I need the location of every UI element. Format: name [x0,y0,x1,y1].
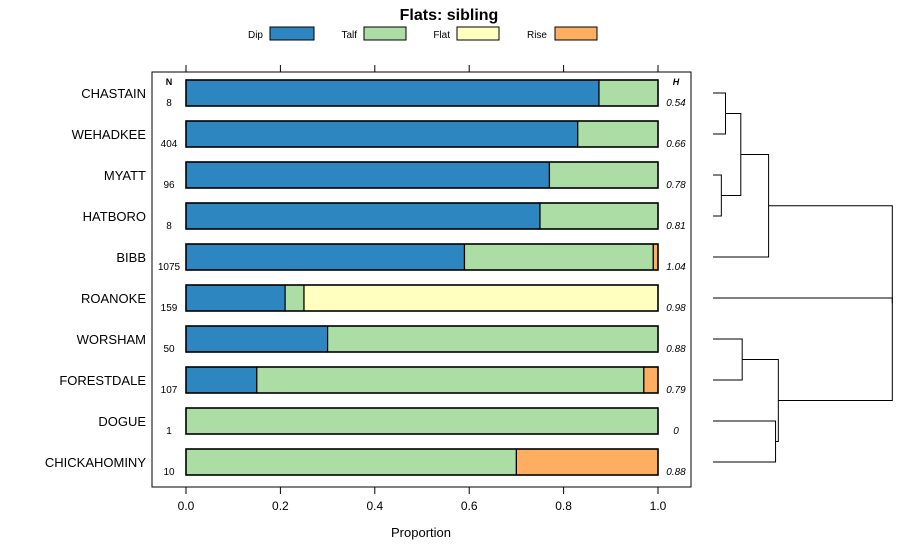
bar-outline-worsham [185,325,659,353]
n-value-bibb: 1075 [158,262,181,273]
h-column-header: H [673,77,680,87]
x-tick-label: 0.6 [461,499,478,513]
bar-outline-chickahominy [185,448,659,476]
legend-swatch-flat [456,26,500,41]
bar-outline-roanoke [185,284,659,312]
dendrogram-branch [713,297,893,304]
h-value-worsham: 0.88 [666,344,686,355]
bar-bibb-dip [185,243,466,271]
dendrogram-branch [713,338,743,381]
x-tick-label: 0.2 [272,499,289,513]
category-label-chastain: CHASTAIN [81,86,146,101]
bar-wehadkee-talf [577,120,659,148]
legend-swatch-rise [554,26,598,41]
x-tick-label: 0.8 [555,499,572,513]
legend-label-talf: Talf [341,30,357,41]
bar-worsham-dip [185,325,329,353]
bar-chastain-talf [598,79,659,107]
dendrogram-branch [713,92,727,135]
bar-dogue-talf [185,407,659,435]
n-value-worsham: 50 [163,344,175,355]
h-value-dogue: 0 [673,426,679,437]
bar-roanoke-flat [303,284,659,312]
legend-label-rise: Rise [527,30,547,41]
bar-forestdale-dip [185,366,258,394]
bars [185,79,659,476]
bar-outline-forestdale [185,366,659,394]
bar-outline-bibb [185,243,659,271]
dendrogram-branch [713,174,722,217]
h-value-chastain: 0.54 [666,98,686,109]
plot-frame [151,71,692,488]
x-axis: 0.0 0.2 0.4 0.6 0.8 1.0 [178,65,667,513]
h-value-chickahominy: 0.88 [666,467,686,478]
x-axis-title: Proportion [391,525,451,540]
n-value-roanoke: 159 [161,303,178,314]
bar-wehadkee-dip [185,120,579,148]
category-label-myatt: MYATT [104,168,146,183]
x-tick-label: 0.0 [178,499,195,513]
n-value-forestdale: 107 [161,385,178,396]
n-value-chastain: 8 [166,98,172,109]
dendrogram-branch [713,420,777,463]
bar-myatt-talf [548,161,659,189]
h-value-forestdale: 0.79 [666,385,686,396]
n-value-chickahominy: 10 [163,467,175,478]
bar-roanoke-talf [284,284,305,312]
category-label-dogue: DOGUE [98,414,146,429]
chart-title: Flats: sibling [400,7,499,24]
n-value-myatt: 96 [163,180,175,191]
n-value-hatboro: 8 [166,221,172,232]
bar-chickahominy-talf [185,448,517,476]
bar-outline-hatboro [185,202,659,230]
dendrogram [713,92,893,463]
bar-roanoke-dip [185,284,286,312]
category-label-forestdale: FORESTDALE [59,373,146,388]
category-label-hatboro: HATBORO [83,209,146,224]
dendrogram-branch [721,113,742,196]
x-tick-label: 0.4 [366,499,383,513]
h-value-myatt: 0.78 [666,180,686,191]
h-value-bibb: 1.04 [666,262,686,273]
category-label-roanoke: ROANOKE [81,291,146,306]
legend-swatch-talf [363,26,407,41]
bar-hatboro-talf [539,202,659,230]
n-value-dogue: 1 [166,426,172,437]
bar-forestdale-rise [643,366,659,394]
n-column-header: N [166,77,173,87]
legend-label-dip: Dip [248,30,263,41]
category-label-wehadkee: WEHADKEE [72,127,147,142]
bar-hatboro-dip [185,202,541,230]
h-value-hatboro: 0.81 [666,221,685,232]
bar-worsham-talf [327,325,659,353]
category-label-chickahominy: CHICKAHOMINY [45,455,146,470]
bar-myatt-dip [185,161,551,189]
h-value-wehadkee: 0.66 [666,139,686,150]
bar-outline-chastain [185,79,659,107]
legend: Dip Talf Flat Rise [248,26,598,41]
bar-outline-myatt [185,161,659,189]
h-value-roanoke: 0.98 [666,303,686,314]
row-labels: CHASTAIN 8 0.54 WEHADKEE 404 0.66 MYATT 96 0.78 H… [45,86,686,478]
dendrogram-branch [742,359,779,442]
bar-outline-wehadkee [185,120,659,148]
x-tick-label: 1.0 [650,499,667,513]
bar-outline-dogue [185,407,659,435]
category-label-bibb: BIBB [116,250,146,265]
legend-label-flat: Flat [433,30,450,41]
bar-forestdale-talf [256,366,645,394]
bar-chickahominy-rise [515,448,659,476]
bar-chastain-dip [185,79,600,107]
category-label-worsham: WORSHAM [77,332,146,347]
bar-bibb-talf [463,243,654,271]
legend-swatch-dip [269,26,315,41]
dendrogram-branch [768,205,893,401]
n-value-wehadkee: 404 [161,139,178,150]
